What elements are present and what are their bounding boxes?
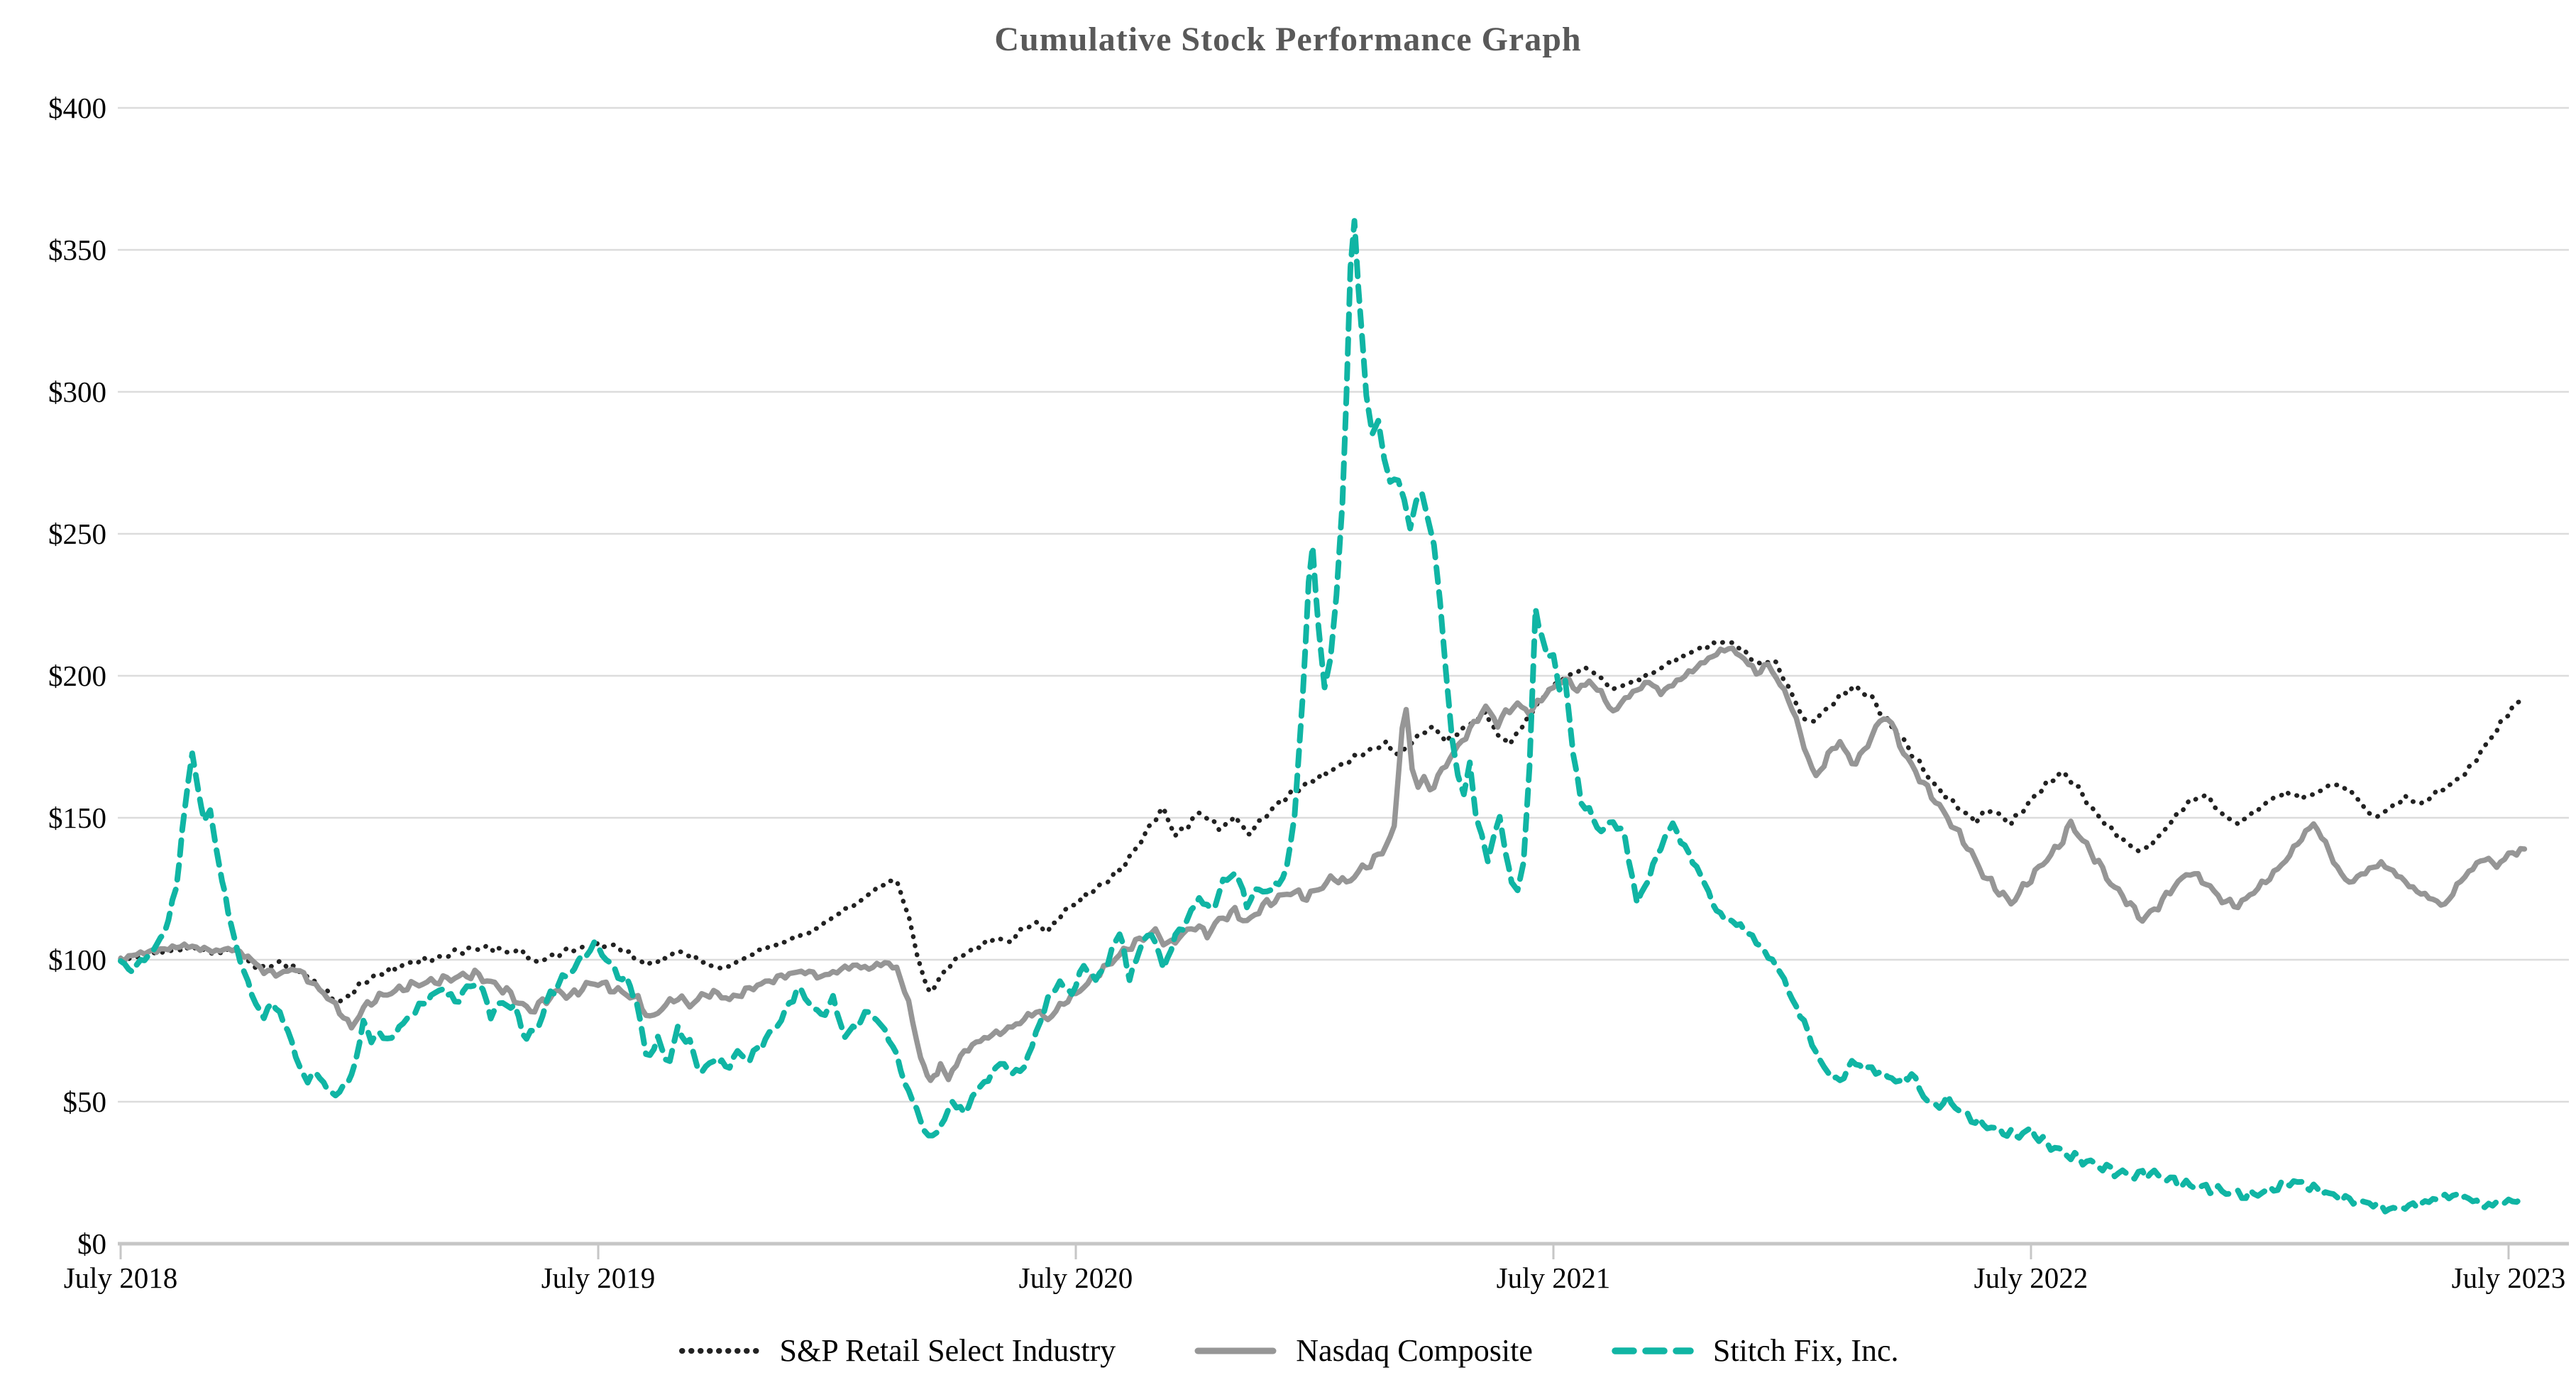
legend-label-stitch-fix: Stitch Fix, Inc.: [1712, 1333, 1899, 1368]
x-tick-label: July 2023: [2452, 1261, 2566, 1294]
series-line-nasdaq-composite: [118, 645, 2528, 1083]
y-axis-labels: $0 $50 $100 $150 $200 $250 $300 $350 $400: [48, 92, 106, 1260]
y-tick-label: $150: [48, 801, 106, 834]
y-tick-label: $300: [48, 376, 106, 408]
x-tick-label: July 2020: [1019, 1261, 1133, 1294]
dashed-line-swatch-icon: [1612, 1347, 1694, 1354]
dotted-line-swatch-icon: [678, 1347, 760, 1354]
y-tick-label: $200: [48, 659, 106, 692]
x-tick-label: July 2022: [1974, 1261, 2088, 1294]
legend-item-nasdaq: Nasdaq Composite: [1194, 1332, 1533, 1369]
y-tick-label: $100: [48, 943, 106, 976]
x-tick-label: July 2018: [64, 1261, 178, 1294]
legend-label-sp-retail: S&P Retail Select Industry: [779, 1333, 1116, 1368]
y-tick-label: $250: [48, 518, 106, 550]
x-tick-label: July 2021: [1497, 1261, 1611, 1294]
y-tick-label: $400: [48, 92, 106, 124]
grid-lines: [118, 106, 2569, 1103]
y-tick-label: $0: [77, 1227, 106, 1260]
legend-item-stitch-fix: Stitch Fix, Inc.: [1611, 1332, 1899, 1369]
series-line-s-p-retail-select-industry: [118, 640, 2527, 1004]
x-axis-labels: July 2018 July 2019 July 2020 July 2021 July…: [64, 1261, 2566, 1294]
chart-legend: S&P Retail Select Industry Nasdaq Compos…: [0, 1332, 2576, 1369]
y-tick-label: $50: [63, 1085, 107, 1118]
page-title: Cumulative Stock Performance Graph: [994, 21, 1582, 58]
x-axis-ticks: [119, 1244, 2510, 1259]
legend-label-nasdaq: Nasdaq Composite: [1296, 1333, 1533, 1368]
legend-item-sp-retail: S&P Retail Select Industry: [678, 1332, 1116, 1369]
series-line-stitch-fix-inc-: [118, 218, 2528, 1215]
y-tick-label: $350: [48, 234, 106, 266]
x-tick-label: July 2019: [541, 1261, 656, 1294]
solid-line-swatch-icon: [1194, 1347, 1277, 1354]
series-lines: [118, 218, 2528, 1215]
